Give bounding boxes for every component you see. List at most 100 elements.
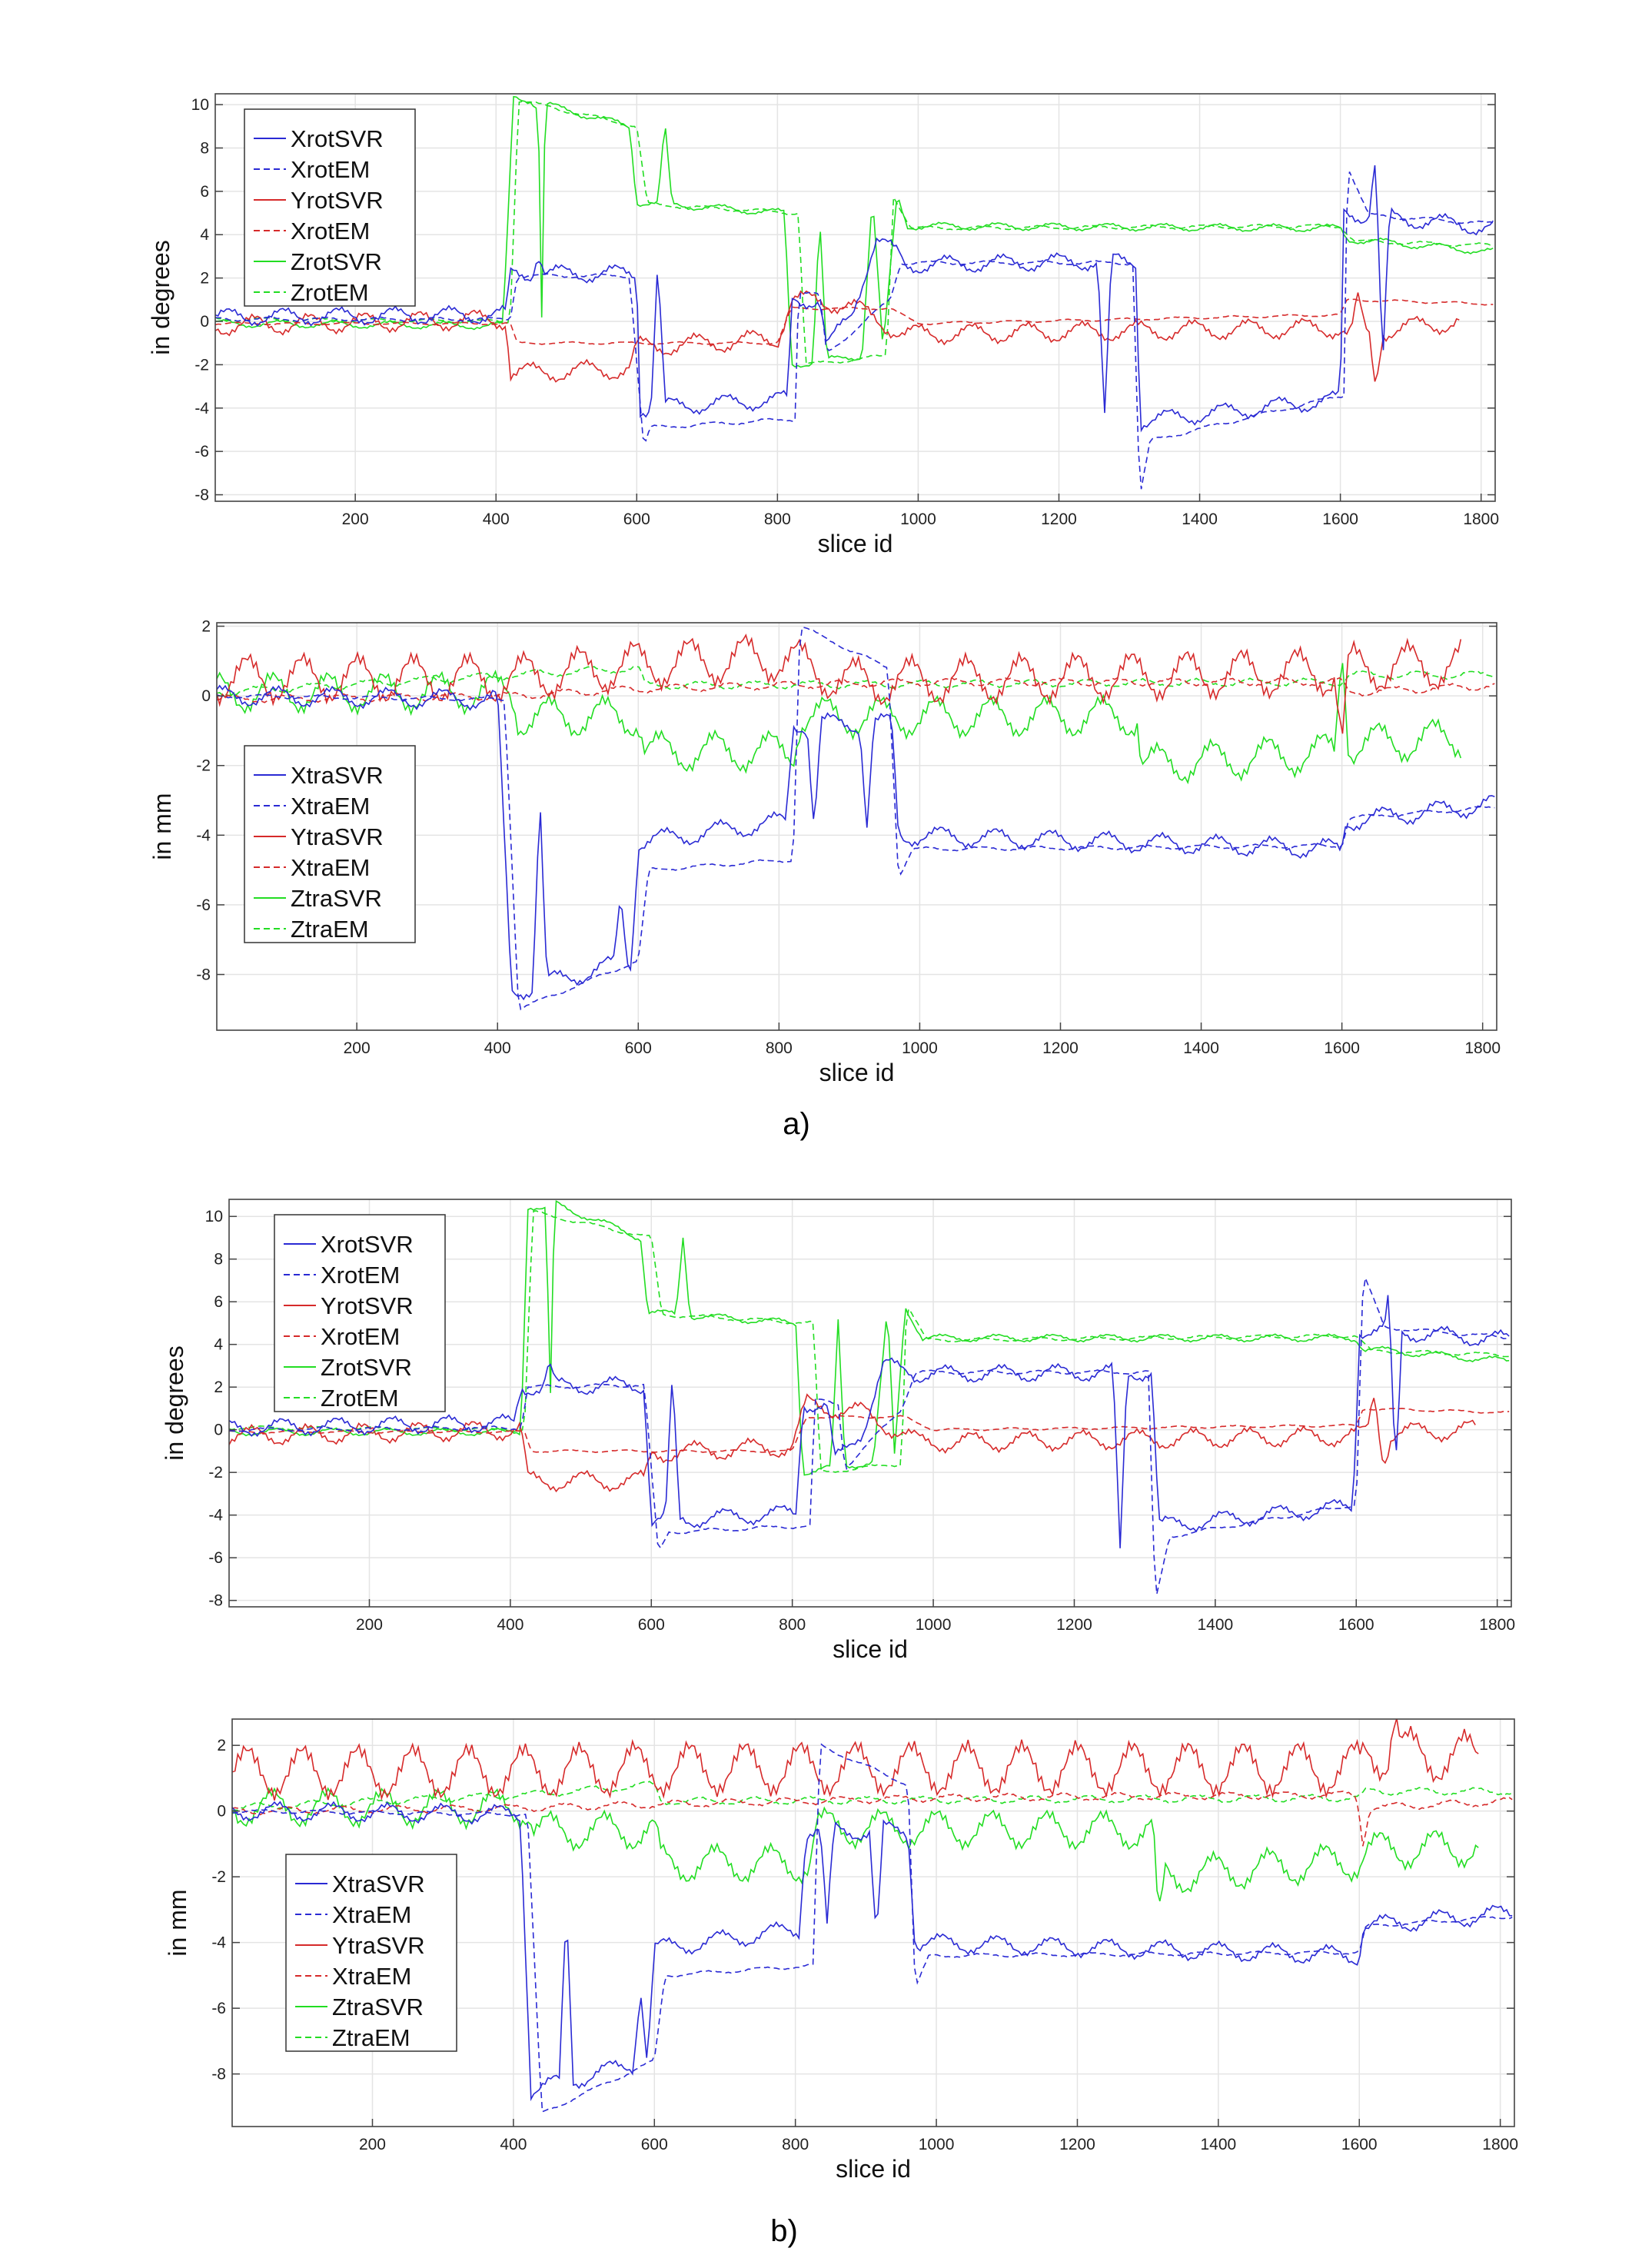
plot-frame [231,1718,1515,2127]
legend-box [244,745,416,943]
series-line-ytrasvr [232,1719,1479,1801]
series-group [215,95,1494,490]
legend-label: XtraEM [291,854,370,881]
legend-label: ZtraEM [332,2024,410,2051]
legend-label: ZrotEM [291,279,369,306]
y-tick-label: 2 [217,1737,226,1754]
legend-label: ZtraSVR [291,885,382,912]
legend-label: ZrotSVR [291,248,382,275]
x-tick-label: 1400 [1198,1616,1234,1634]
y-tick-label: 4 [214,1336,223,1354]
x-tick-label: 800 [779,1616,806,1634]
y-tick-label: 6 [200,183,209,201]
series-line-ytrasvr [217,634,1462,734]
plot-area [215,94,1495,501]
legend-label: ZtraEM [291,916,369,943]
y-axis-label: in mm [148,793,176,860]
grid [217,623,1497,1030]
series-line-ztraem-dashed [217,665,1495,697]
legend-label: YtraSVR [332,1932,425,1959]
series-line-xrotem-dashed [229,1275,1510,1595]
x-tick-label: 1200 [1056,1616,1092,1634]
legend-label: XrotEM [321,1262,400,1289]
x-tick-label: 400 [497,1616,524,1634]
series-line-yrotsvr [215,290,1460,383]
x-tick-label: 1600 [1338,1616,1374,1634]
series-line-xtrasvr [217,684,1495,1001]
x-tick-label: 800 [764,510,791,528]
y-tick-label: 10 [191,96,209,114]
x-tick-label: 1600 [1322,510,1358,528]
y-tick-label: 0 [217,1803,226,1821]
x-tick-label: 600 [641,2136,668,2153]
y-tick-label: 4 [200,226,209,244]
y-tick-label: -2 [211,1868,226,1886]
y-tick-label: 2 [200,270,209,288]
plot-frame [214,93,1496,502]
series-line-xrotsvr [215,165,1494,433]
y-tick-label: -6 [211,2000,226,2017]
series-line-xtraem-dashed [217,626,1495,1011]
chart-b-tra: 200 400 600 800 1000 1200 1400 1600 1800 -8 -6 -4 -2… [164,1718,1518,2183]
x-tick-label: 1000 [902,1039,938,1057]
y-tick-label: 8 [200,139,209,157]
y-axis-label: in mm [164,1889,191,1956]
legend-label: YtraSVR [291,823,384,850]
series-line-ztraem-dashed [232,1781,1513,1812]
series-line-xrotsvr [229,1295,1510,1548]
series-line-xrotem-dashed [215,171,1494,490]
chart-a-rot: 200 400 600 800 1000 1200 1400 1600 1800 -8 -6 -4 -2… [147,93,1499,557]
y-tick-label: -4 [196,826,211,844]
x-tick-label: 1200 [1041,510,1077,528]
y-tick-label: 10 [205,1208,223,1225]
x-tick-label: 400 [500,2136,527,2153]
grid [215,94,1495,501]
legend-label: YrotSVR [321,1292,414,1319]
y-tick-label: -8 [196,966,211,984]
y-tick-label: -6 [196,896,211,914]
y-tick-label: -2 [194,356,209,374]
x-tick-label: 200 [356,1616,383,1634]
x-tick-label: 200 [342,510,369,528]
legend: XrotSVR XrotEM YrotSVR XrotEM ZrotSVR ZrotEM [274,1214,446,1412]
x-tick-label: 1800 [1482,2136,1518,2153]
legend-label: XrotEM [321,1323,400,1350]
x-tick-label: 1600 [1341,2136,1378,2153]
legend-label: XtraEM [332,1901,411,1928]
x-tick-label: 1800 [1479,1616,1515,1634]
legend-label: XrotEM [291,218,370,244]
series-line-xtraem-dashed [232,1791,1513,1847]
x-tick-label: 800 [782,2136,809,2153]
x-tick-label: 1800 [1463,510,1499,528]
plot-area [217,623,1497,1030]
y-tick-label: 0 [201,687,211,705]
y-tick-label: 2 [201,618,211,636]
y-tick-label: -4 [194,400,209,417]
series-line-xtrasvr [232,1801,1513,2102]
legend-label: XtraSVR [332,1871,425,1897]
series-group [232,1719,1513,2113]
series-line-xtraem-dashed [232,1743,1513,2113]
y-tick-label: -4 [208,1507,223,1525]
x-axis-label: slice id [833,1635,908,1663]
y-tick-label: 6 [214,1293,223,1311]
x-tick-label: 1400 [1183,1039,1219,1057]
legend-label: XtraSVR [291,762,384,789]
x-axis-label: slice id [836,2155,911,2183]
legend-label: ZtraSVR [332,1994,424,2020]
y-tick-label: -8 [211,2066,226,2083]
y-tick-label: -8 [194,487,209,504]
series-line-yrotsvr [229,1393,1476,1493]
legend-box [285,1854,457,2052]
legend-label: XrotSVR [321,1231,414,1258]
x-tick-label: 200 [359,2136,386,2153]
y-tick-label: 8 [214,1251,223,1269]
x-tick-label: 1200 [1042,1039,1079,1057]
series-line-zrotsvr [229,1199,1510,1476]
x-tick-label: 800 [766,1039,793,1057]
caption-b: b) [770,2214,798,2248]
series-group [217,626,1495,1011]
legend-label: YrotSVR [291,187,384,214]
y-axis-label: in degrees [161,1345,188,1460]
